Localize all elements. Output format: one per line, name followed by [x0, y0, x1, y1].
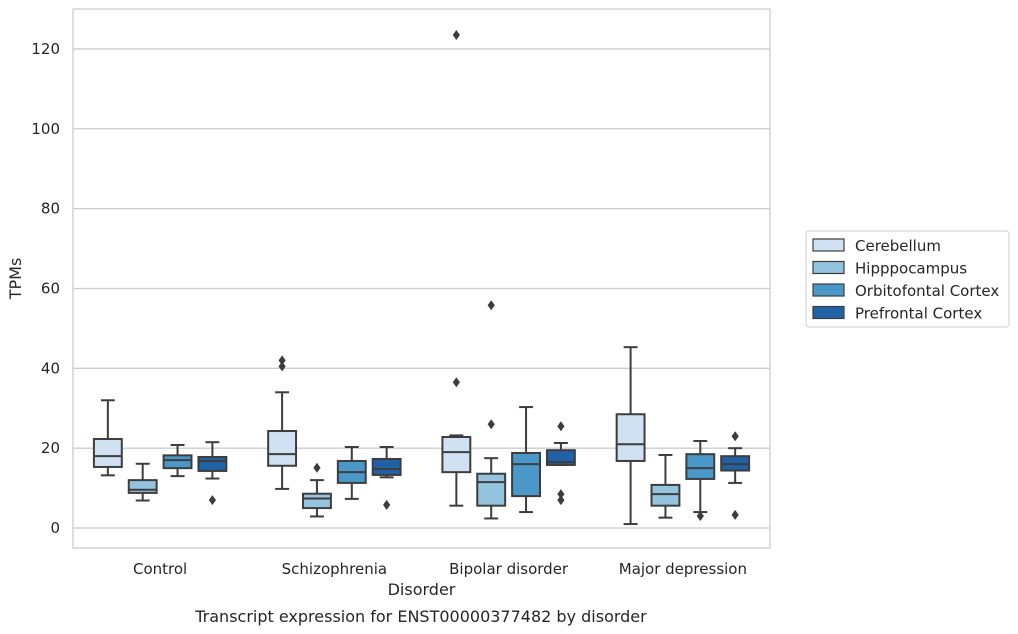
box — [197, 455, 228, 472]
legend-swatch — [812, 260, 845, 275]
outlier-point — [487, 300, 495, 311]
box-2-3 — [545, 421, 576, 506]
box-1-0 — [267, 355, 298, 490]
outlier-point — [452, 29, 460, 40]
box-0-1 — [127, 462, 158, 502]
legend-swatch — [812, 283, 845, 297]
x-tick-label: Schizophrenia — [282, 560, 387, 578]
outlier-point — [557, 489, 565, 500]
box — [615, 413, 646, 462]
box — [92, 438, 123, 468]
plot-frame — [72, 8, 771, 549]
x-tick-label: Bipolar disorder — [449, 560, 569, 578]
box-3-2 — [685, 439, 716, 522]
y-tick-label: 120 — [31, 40, 60, 58]
legend-label: Orbitofontal Cortex — [855, 282, 999, 300]
x-tick-label: Control — [133, 560, 187, 578]
outlier-point — [208, 495, 216, 506]
y-tick-label: 40 — [41, 359, 60, 377]
box-2-2 — [511, 406, 541, 514]
y-tick-label: 0 — [50, 519, 60, 537]
y-tick-label: 80 — [41, 200, 60, 218]
box — [511, 451, 541, 498]
chart-caption: Transcript expression for ENST0000037748… — [194, 607, 647, 626]
legend-label: Prefrontal Cortex — [855, 305, 982, 323]
box-2-0 — [441, 29, 472, 507]
box-0-3 — [197, 441, 228, 506]
box — [650, 483, 681, 507]
outlier-point — [557, 495, 565, 506]
legend-swatch — [812, 238, 845, 252]
outlier-point — [487, 419, 495, 430]
box — [267, 430, 298, 467]
legend: Cerebellum Hipppocampus Orbitofontal Corte… — [805, 230, 1010, 328]
box — [162, 454, 193, 470]
outlier-point — [452, 377, 460, 388]
outlier-point — [278, 361, 286, 372]
gridlines — [73, 48, 770, 529]
outlier-point — [696, 511, 704, 522]
box-groups — [92, 29, 751, 526]
outlier-point — [557, 421, 565, 432]
box-3-1 — [650, 453, 681, 519]
y-tick-label: 60 — [41, 279, 60, 297]
box — [371, 457, 402, 476]
outlier-point — [313, 462, 321, 473]
legend-label: Hipppocampus — [855, 260, 967, 278]
box — [476, 472, 507, 507]
legend-box — [805, 230, 1010, 328]
box — [127, 479, 158, 494]
box-1-3 — [371, 445, 402, 510]
legend-swatch — [812, 305, 845, 320]
x-tick-label: Major depression — [619, 560, 747, 578]
box — [685, 453, 716, 480]
y-tick-label: 20 — [41, 439, 60, 457]
y-tick-labels: 0 20 40 60 80 100 120 — [31, 40, 60, 537]
box — [441, 436, 472, 474]
outlier-point — [731, 431, 739, 442]
box-0-2 — [162, 443, 193, 478]
box-1-1 — [302, 462, 332, 518]
x-tick-labels: Control Schizophrenia Bipolar disorder Majo… — [133, 560, 747, 578]
outlier-point — [278, 355, 286, 366]
box — [302, 492, 332, 510]
y-axis-label: TPMs — [6, 258, 25, 301]
box-2-1 — [476, 300, 507, 520]
legend-label: Cerebellum — [855, 237, 941, 255]
box-1-2 — [336, 445, 367, 500]
x-axis-label: Disorder — [388, 580, 456, 599]
outlier-point — [731, 509, 739, 520]
box-3-0 — [615, 346, 646, 526]
outlier-point — [383, 499, 391, 510]
y-tick-label: 100 — [31, 120, 60, 138]
box-3-3 — [720, 431, 751, 520]
box-0-0 — [92, 399, 123, 477]
